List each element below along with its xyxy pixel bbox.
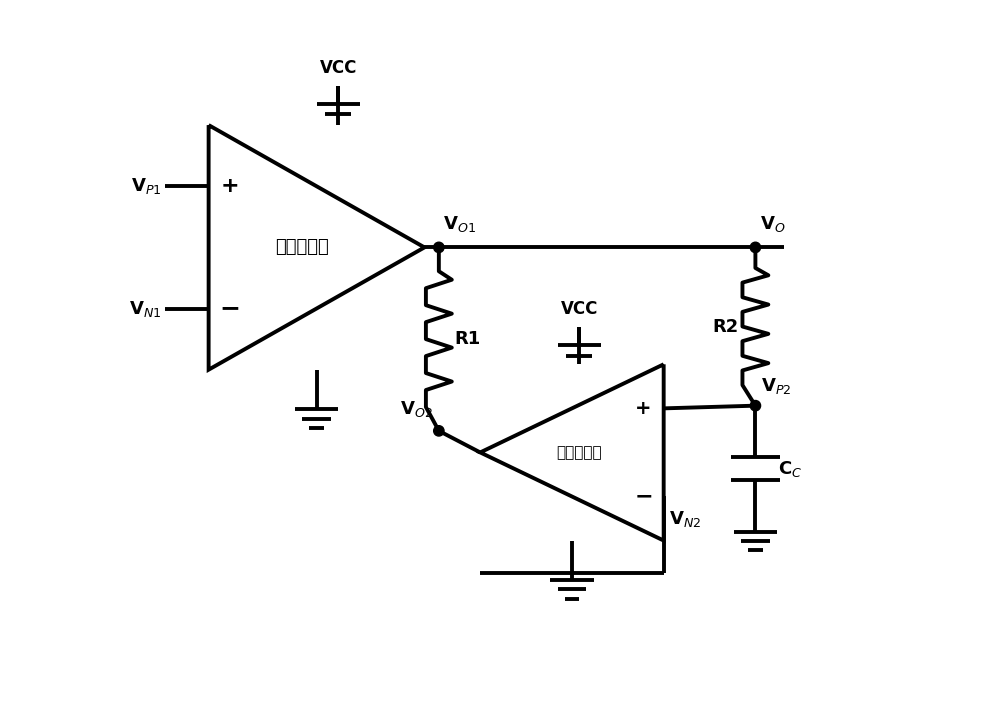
Text: V$_{N2}$: V$_{N2}$ [669,510,701,529]
Text: V$_{O2}$: V$_{O2}$ [400,399,433,419]
Text: V$_{O}$: V$_{O}$ [760,215,786,234]
Text: V$_{P2}$: V$_{P2}$ [761,376,792,396]
Text: 差分放大器: 差分放大器 [275,239,329,257]
Circle shape [434,426,444,436]
Text: VCC: VCC [560,300,598,318]
Text: C$_{C}$: C$_{C}$ [778,459,803,478]
Circle shape [434,242,444,252]
Text: V$_{O1}$: V$_{O1}$ [443,215,476,234]
Text: 运算放大器: 运算放大器 [556,445,602,460]
Text: +: + [221,176,240,196]
Text: −: − [220,297,241,320]
Circle shape [750,242,761,252]
Circle shape [750,400,761,411]
Text: R2: R2 [712,318,738,336]
Text: −: − [634,486,653,507]
Text: +: + [635,399,652,418]
Text: R1: R1 [455,330,481,348]
Text: VCC: VCC [319,59,357,77]
Text: V$_{P1}$: V$_{P1}$ [131,176,162,196]
Text: V$_{N1}$: V$_{N1}$ [129,299,162,318]
